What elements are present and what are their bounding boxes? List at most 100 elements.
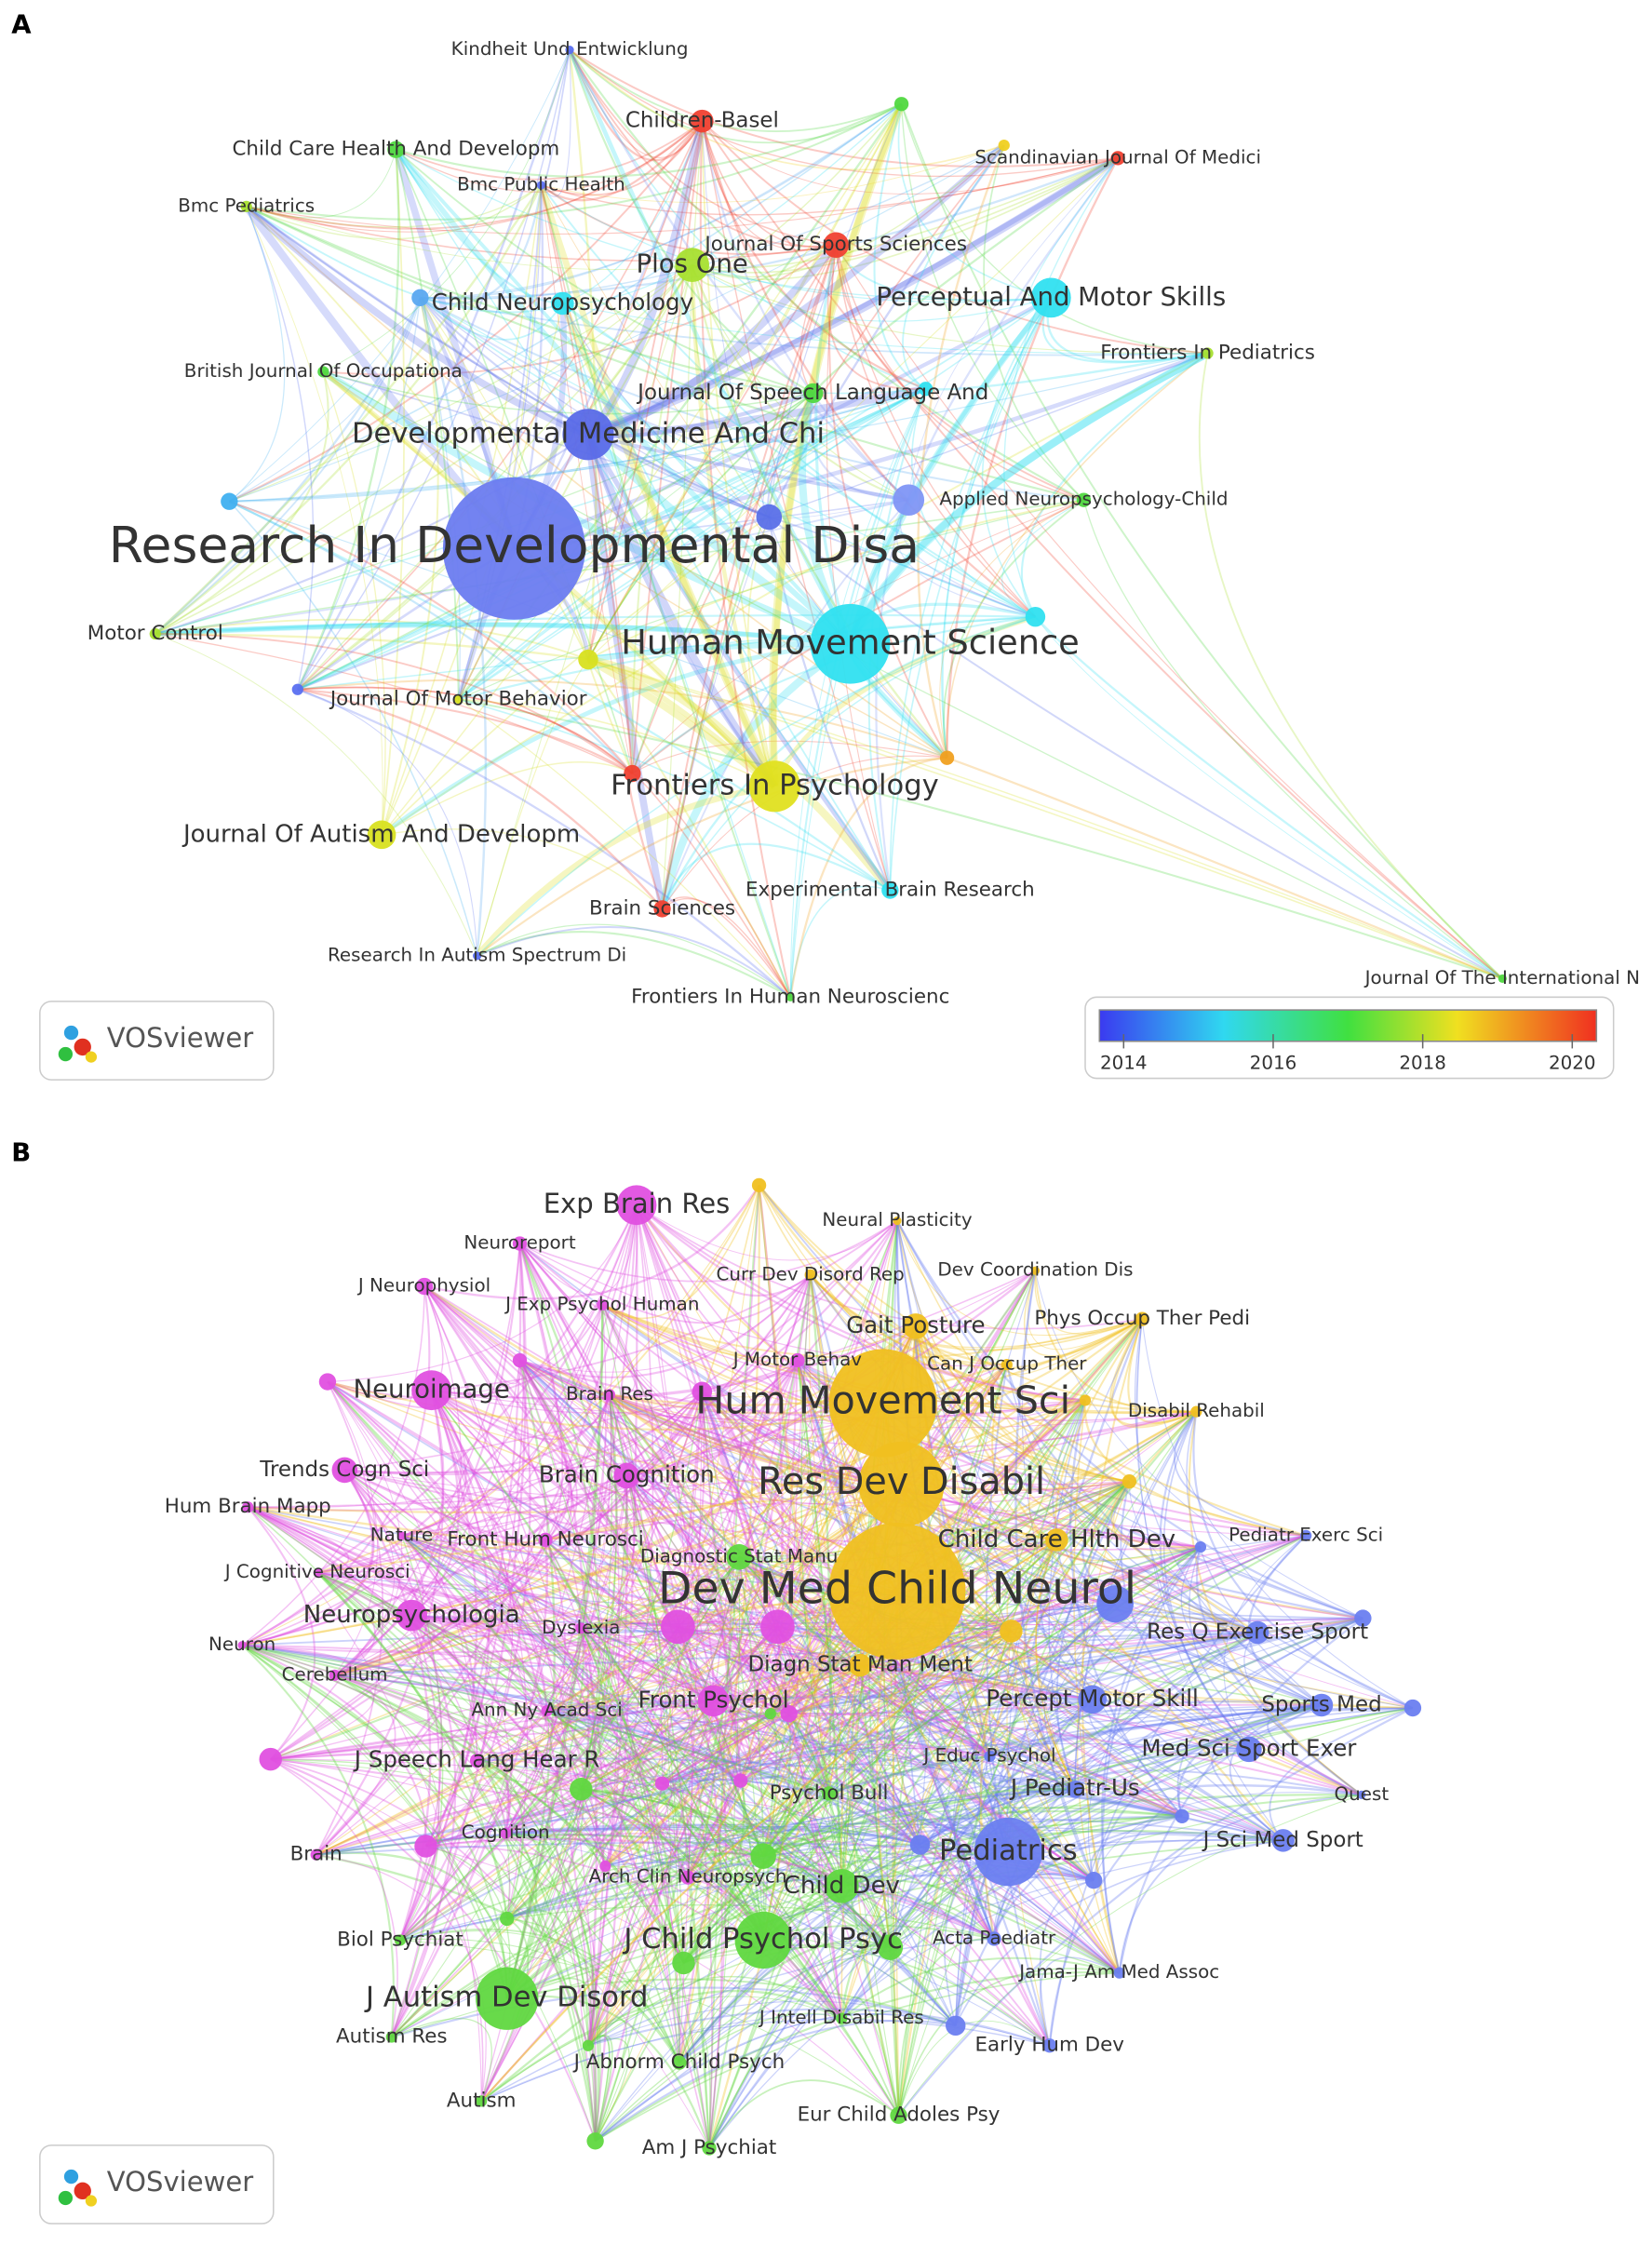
edge [343, 1469, 1095, 1881]
edge [518, 1359, 1095, 1882]
edge [889, 1755, 990, 1948]
nodes-a [149, 45, 1507, 1002]
edge [584, 120, 706, 438]
edge [334, 1614, 445, 1676]
edge [978, 1755, 995, 1940]
edge [425, 1782, 663, 1848]
edge [244, 204, 590, 438]
edge [580, 1627, 691, 1878]
node [616, 1185, 657, 1226]
edge [636, 1203, 1086, 1402]
edge [425, 1713, 789, 1848]
edge [569, 48, 1005, 171]
edge [316, 1571, 376, 1676]
edge [241, 1304, 604, 1647]
edge [400, 1535, 685, 1964]
edge [678, 2031, 711, 2148]
node [411, 1370, 452, 1411]
edge [1109, 1318, 1197, 1427]
edge [248, 1391, 703, 1509]
edge [1198, 353, 1503, 980]
edge [540, 184, 837, 256]
edge [420, 103, 903, 300]
edge [477, 1535, 1307, 1762]
edge [327, 1204, 638, 1383]
edge [518, 1243, 772, 1714]
edge [343, 1469, 606, 1867]
edge [296, 149, 400, 691]
edge [897, 1968, 1120, 2116]
edge [873, 103, 927, 390]
edge [587, 499, 1084, 661]
edge [241, 1469, 375, 1647]
edge [635, 1204, 779, 1628]
edge [581, 1394, 637, 1629]
edge [569, 48, 903, 144]
edge [769, 352, 1208, 518]
edge [410, 1390, 460, 1617]
edge [581, 1788, 842, 1888]
edge [770, 1603, 1116, 1714]
edge [505, 1827, 995, 1940]
edge [900, 1483, 1363, 1620]
edge [896, 1220, 1143, 1337]
edge [841, 1815, 1183, 1887]
edge [580, 1628, 605, 2046]
edge [334, 1481, 1130, 1676]
edge [270, 1243, 521, 1760]
edge [519, 1360, 990, 1757]
edge [896, 1220, 1094, 1701]
edge [241, 1204, 638, 1647]
edge [480, 1989, 842, 2103]
edge [788, 1631, 1258, 1715]
edge [316, 1571, 583, 1790]
node-label: Dev Coordination Dis [937, 1259, 1133, 1281]
edge [1074, 1707, 1413, 1790]
edge [477, 616, 1036, 957]
edge [270, 1484, 902, 1760]
edge [708, 1699, 1093, 2149]
edge [505, 1833, 957, 2026]
edge [677, 1625, 1009, 1853]
edge [334, 1674, 439, 1941]
edge [431, 1389, 1116, 1606]
edge [1035, 616, 1503, 979]
edge [708, 1556, 741, 2148]
edge [480, 1546, 1202, 2103]
edge [580, 1627, 842, 2019]
edge [431, 1389, 611, 1441]
edge [248, 1506, 714, 1701]
edge [859, 1664, 995, 1940]
edge [316, 1410, 1197, 1856]
edge [920, 1704, 1323, 1846]
edge [327, 1380, 1076, 1791]
edge [587, 2000, 956, 2047]
edge [920, 1704, 1323, 1846]
node-label: Brain Res [566, 1383, 653, 1405]
edge [814, 244, 852, 645]
edge [587, 384, 927, 438]
edge [601, 1303, 1307, 1537]
edge [581, 1788, 891, 1948]
edge [154, 297, 422, 635]
edge [247, 1506, 350, 1574]
node-label: Neuroreport [463, 1232, 575, 1254]
edge [776, 1626, 1076, 1791]
edge [401, 1535, 1183, 1818]
edge [546, 1664, 861, 1713]
edge [241, 1645, 680, 2064]
node-label: Frontiers In Psychology [611, 769, 939, 801]
edge [594, 1204, 638, 2142]
node [1001, 1359, 1013, 1371]
edge [897, 1400, 1086, 2116]
edge [1093, 1703, 1323, 1881]
node [259, 1747, 282, 1771]
edge [788, 1713, 995, 1940]
edge [420, 296, 1208, 356]
edge [595, 2013, 956, 2142]
node [411, 289, 429, 307]
edge [420, 156, 1119, 300]
edge [241, 1469, 374, 1647]
edge [477, 1360, 799, 1762]
